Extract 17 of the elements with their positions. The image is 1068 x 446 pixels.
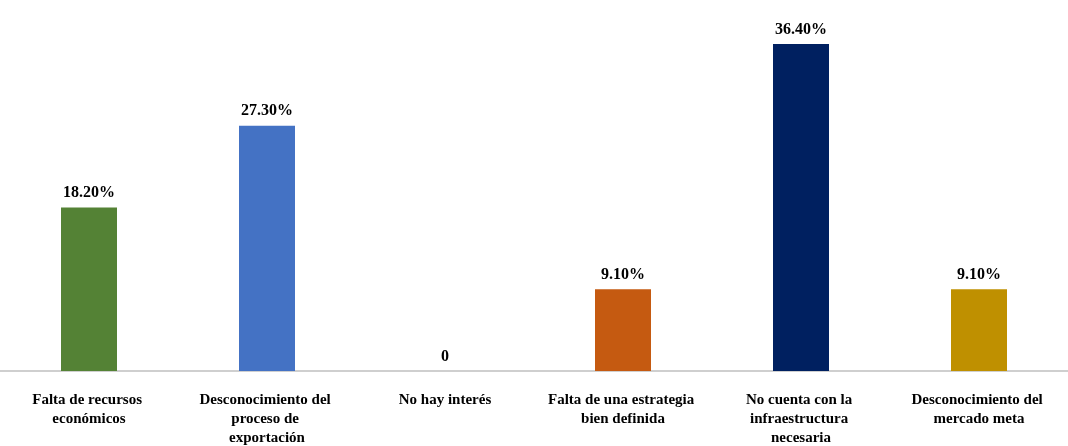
x-tick-label: No hay interés <box>398 390 492 407</box>
bar <box>773 44 829 371</box>
bar <box>595 289 651 371</box>
data-label: 36.40% <box>775 19 827 37</box>
data-label: 0 <box>441 346 449 364</box>
x-tick-label: Desconocimiento del mercado meta <box>911 390 1047 426</box>
x-tick-label: Falta de una estrategia bien definida <box>548 390 698 426</box>
data-label: 9.10% <box>601 264 645 282</box>
x-tick-label: Desconocimiento del proceso de exportación <box>199 390 335 445</box>
x-tick-label: Falta de recursos económicos <box>32 390 146 426</box>
bar <box>951 289 1007 371</box>
bar <box>239 125 295 371</box>
data-label: 18.20% <box>63 183 115 200</box>
bar <box>61 207 117 371</box>
data-label: 27.30% <box>241 101 293 119</box>
x-tick-label: No cuenta con la infraestructura necesaria <box>746 390 856 445</box>
data-label: 9.10% <box>957 264 1001 282</box>
